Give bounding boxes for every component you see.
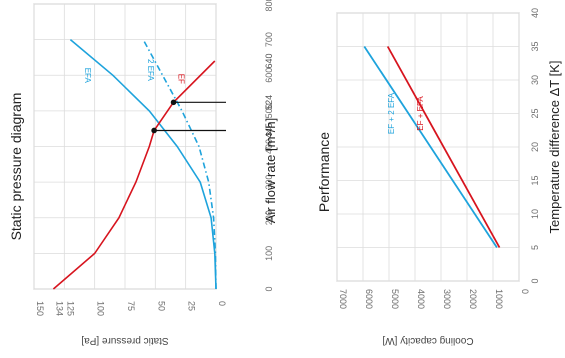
y-tick-label: 2000	[468, 289, 478, 309]
x-tick-label: 500	[264, 103, 274, 118]
series-line	[386, 46, 501, 248]
x-tick-label: 10	[530, 209, 540, 219]
x-tick-label: 300	[264, 175, 274, 190]
x-axis-title: Temperature difference ΔT [K]	[547, 61, 562, 234]
series-line	[363, 46, 498, 248]
y-axis-title: Static pressure [Pa]	[81, 335, 168, 346]
performance-chart: 0 5 10 15 20 25 30 35 40 0 1000 2000 3000 4000 5000 600…	[316, 8, 562, 346]
x-tick-label: 0	[264, 286, 274, 291]
y-tick-label: 150	[35, 301, 45, 316]
series-line	[142, 39, 217, 290]
x-tick-label: 20	[530, 142, 540, 152]
x-axis-title: Air flow rate [m³/h]	[263, 118, 278, 223]
series-label: EF + 2 EFA	[387, 92, 396, 134]
operating-point-marker	[151, 127, 157, 134]
y-tick-label: 5000	[390, 289, 400, 309]
y-tick-label: 25	[187, 301, 197, 311]
y-tick-label: 4000	[416, 289, 426, 309]
x-tick-label: 35	[530, 41, 540, 51]
x-tick-label: 5	[530, 245, 540, 250]
series-label: EF	[176, 74, 185, 84]
operating-point-marker	[170, 99, 177, 106]
series-label: EF + EFA	[416, 96, 425, 131]
y-tick-label: 1000	[494, 289, 504, 309]
chart-title: Performance	[316, 132, 332, 212]
y-tick-label: 7000	[338, 289, 348, 309]
series-label: 2 EFA	[146, 59, 155, 81]
y-axis-title: Cooling capacity [W]	[382, 335, 473, 346]
x-marker-label: 640	[264, 53, 274, 68]
series-line	[52, 60, 216, 290]
x-tick-label: 30	[530, 75, 540, 85]
x-tick-label: 100	[264, 246, 274, 261]
y-tick-label: 3000	[442, 289, 452, 309]
x-tick-label: 600	[264, 68, 274, 83]
x-tick-label: 0	[530, 278, 540, 283]
y-tick-label: 0	[217, 301, 227, 306]
y-tick-label: 50	[156, 301, 166, 311]
y-tick-label: 100	[96, 301, 106, 316]
y-tick-label: 0	[520, 289, 530, 294]
y-tick-label-extra: 134	[54, 301, 64, 316]
y-tick-label: 125	[65, 301, 75, 316]
static-pressure-chart: 0 100 200 300 400 500 600 700 800 0 25 50 75 100 125 15…	[8, 0, 278, 346]
x-tick-label: 40	[530, 8, 540, 18]
x-marker-label: 445	[264, 123, 274, 138]
x-tick-label: 200	[264, 210, 274, 225]
y-tick-label: 75	[126, 301, 136, 311]
chart-title: Static pressure diagram	[8, 93, 24, 241]
x-marker-label: 524	[264, 95, 274, 110]
series-line	[69, 38, 217, 290]
series-label: EFA	[83, 68, 92, 84]
x-tick-label: 700	[264, 32, 274, 47]
x-tick-label: 400	[264, 139, 274, 154]
x-tick-label: 800	[264, 0, 274, 12]
x-tick-label: 15	[530, 175, 540, 185]
x-tick-label: 25	[530, 108, 540, 118]
y-tick-label: 6000	[364, 289, 374, 309]
